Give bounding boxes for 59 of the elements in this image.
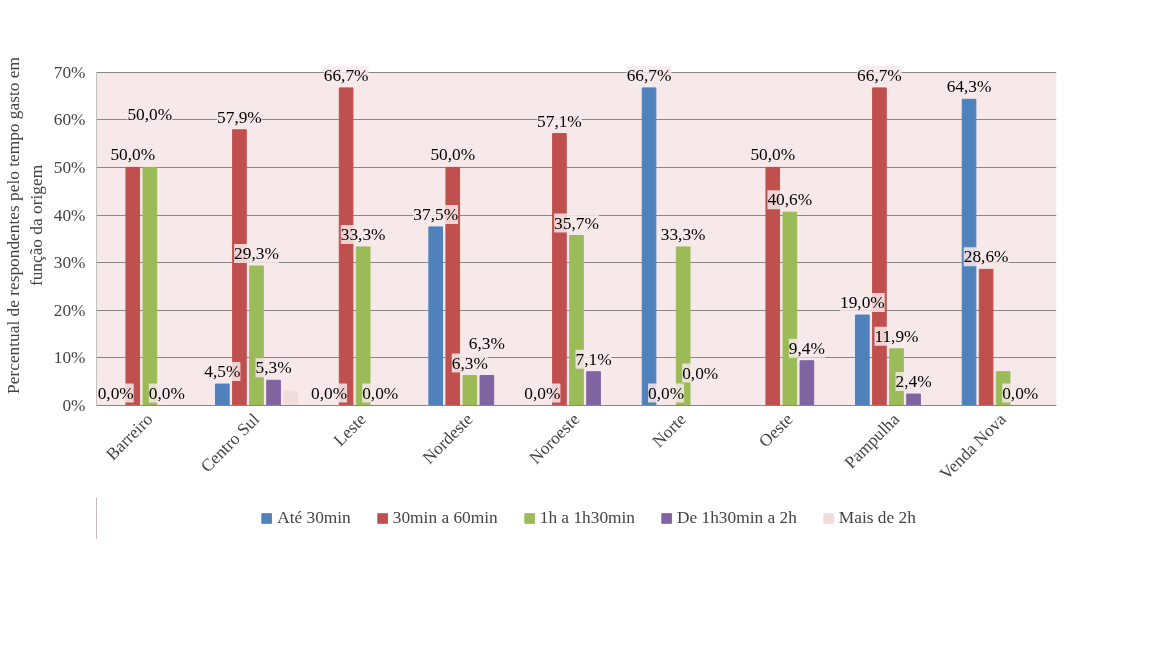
data-label: 64,3% [946, 77, 992, 97]
data-label: 5,3% [255, 358, 292, 378]
data-label: 7,1% [575, 349, 612, 369]
data-label: 11,9% [874, 326, 919, 346]
legend-label: 1h a 1h30min [539, 508, 636, 528]
data-label: 37,5% [413, 204, 459, 224]
data-label: 50,0% [127, 105, 173, 125]
bar [215, 383, 230, 406]
data-label: 33,3% [340, 224, 386, 244]
data-label: 4,5% [204, 362, 241, 382]
bar [283, 390, 298, 406]
legend-label: Até 30min [277, 508, 351, 528]
data-label: 33,3% [660, 224, 706, 244]
legend-label: De 1h30min a 2h [677, 508, 797, 528]
data-label: 0,0% [1002, 383, 1039, 403]
data-label: 57,9% [217, 107, 262, 127]
y-tick-label: 70% [53, 62, 86, 82]
data-label: 28,6% [963, 247, 1009, 267]
data-label: 57,1% [537, 111, 582, 131]
y-tick-label: 0% [62, 396, 86, 415]
y-tick-label: 60% [53, 110, 86, 130]
data-label: 50,0% [110, 145, 156, 165]
y-tick-label: 20% [53, 300, 86, 320]
data-label: 6,3% [468, 333, 505, 353]
bar [428, 226, 444, 406]
bar [462, 375, 478, 406]
data-label: 19,0% [839, 293, 885, 313]
data-label: 35,7% [554, 213, 599, 233]
bar [855, 314, 870, 406]
bar [906, 393, 921, 406]
y-tick-label: 40% [53, 205, 86, 225]
data-label: 0,0% [362, 383, 399, 403]
data-label: 6,3% [451, 353, 488, 373]
data-label: 29,3% [234, 243, 279, 263]
y-axis-title: Percentual de respondentes pelo tempo gasto em função da origem [3, 56, 46, 394]
data-label: 0,0% [148, 383, 185, 403]
bar [266, 379, 281, 406]
data-label: 2,4% [895, 372, 932, 392]
bar [479, 375, 495, 406]
data-label: 50,0% [430, 145, 476, 165]
data-label: 0,0% [524, 383, 561, 403]
y-tick-label: 50% [53, 157, 86, 177]
data-label: 66,7% [323, 65, 369, 85]
legend-label: Mais de 2h [838, 508, 916, 528]
data-label: 9,4% [788, 338, 825, 358]
data-label: 50,0% [750, 145, 796, 165]
bar [799, 360, 815, 406]
data-label: 66,7% [857, 65, 902, 85]
data-label: 0,0% [682, 363, 719, 383]
legend-label: 30min a 60min [392, 508, 498, 528]
bar [978, 268, 994, 406]
data-label: 66,7% [626, 65, 672, 85]
bar [586, 371, 601, 406]
data-label: 0,0% [648, 383, 685, 403]
y-tick-label: 10% [53, 348, 86, 368]
data-label: 0,0% [310, 383, 348, 403]
data-label: 0,0% [97, 383, 134, 403]
data-label: 40,6% [767, 190, 813, 210]
y-tick-label: 30% [53, 253, 86, 273]
